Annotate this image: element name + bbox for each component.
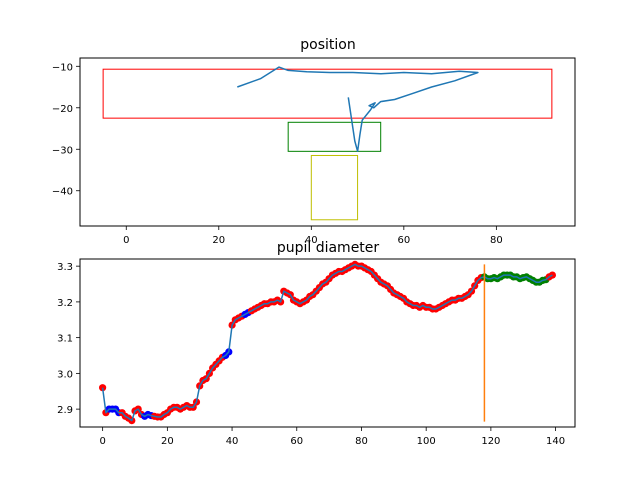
pupil-diameter-x-tick-label: 20 [161,436,174,447]
pupil-diameter-x-tick-label: 0 [99,436,105,447]
position-ticks: 0 20 40 60 80 −10 −20 −30 −40 [52,62,503,246]
position-y-tick-label: −30 [52,145,73,156]
position-title: position [300,37,355,53]
position-y-tick-label: −40 [52,187,73,198]
position-x-tick-label: 20 [212,235,225,246]
pupil-diameter-x-tick-label: 40 [226,436,239,447]
pupil-diameter-y-tick-label: 3.2 [57,298,73,309]
yellow-region-box [310,154,359,221]
position-x-tick-label: 40 [305,235,318,246]
pupil-diameter-y-tick-label: 3.3 [57,262,73,273]
pupil-diameter-y-tick-label: 3.0 [57,369,73,380]
pupil-diameter-x-tick-label: 140 [546,436,565,447]
pupil-diameter-x-tick-label: 120 [481,436,500,447]
pupil-diameter-y-tick-label: 3.1 [57,334,73,345]
position-y-tick-label: −10 [52,62,73,73]
pupil-diameter-title: pupil diameter [277,240,380,256]
pupil-diameter-line [101,263,553,422]
pupil-diameter-axes: 0 20 40 60 80 100 120 140 2.9 3.0 3.1 3.2 3.3 pupil … [57,240,576,447]
green-region-box [287,121,382,152]
position-x-tick-label: 80 [490,235,503,246]
position-plot-area [102,66,553,221]
position-y-tick-label: −20 [52,104,73,115]
pupil-diameter-ticks: 0 20 40 60 80 100 120 140 2.9 3.0 3.1 3.2 3.3 [57,262,565,447]
position-x-tick-label: 60 [397,235,410,246]
pupil-diameter-x-tick-label: 60 [290,436,303,447]
position-trace-line [237,66,479,153]
pupil-diameter-plot-area [99,260,557,425]
pupil-diameter-x-tick-label: 80 [355,436,368,447]
red-region-box [102,68,553,119]
pupil-diameter-y-tick-label: 2.9 [57,405,73,416]
position-axes: position 0 20 40 60 80 −10 −20 −30 −40 [52,37,576,246]
position-x-tick-label: 0 [123,235,129,246]
pupil-diameter-axes-frame [79,258,576,428]
position-axes-frame [79,57,576,227]
pupil-diameter-x-tick-label: 100 [417,436,436,447]
